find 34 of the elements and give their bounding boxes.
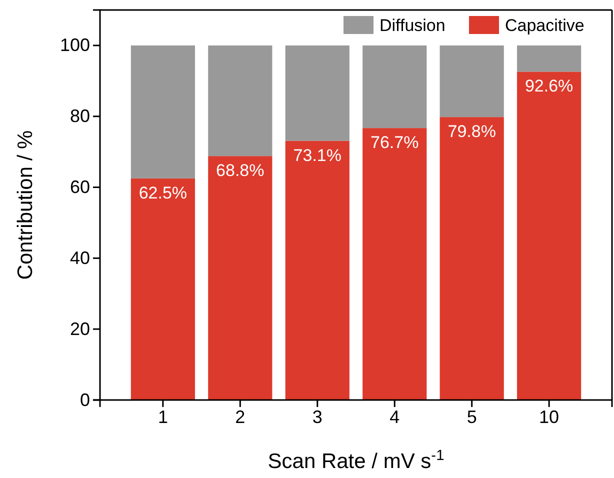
legend-label: Capacitive [505, 16, 584, 35]
bar [130, 45, 195, 178]
y-tick-label: 0 [80, 390, 90, 410]
x-tick-label: 10 [539, 406, 560, 427]
x-tick-label: 5 [466, 406, 477, 427]
y-tick-label: 80 [70, 106, 90, 126]
data-label: 76.7% [370, 133, 419, 152]
y-tick-label: 60 [70, 177, 90, 198]
data-label: 79.8% [448, 122, 496, 142]
y-tick-label: 100 [60, 35, 90, 56]
bar [208, 156, 272, 400]
y-axis-title: Contribution / % [14, 130, 37, 280]
bar [440, 117, 504, 400]
data-label: 62.5% [138, 183, 188, 202]
x-tick-label: 2 [235, 406, 246, 427]
bar [517, 72, 582, 400]
x-axis-title: Scan Rate / mV s$^{-1}$ [268, 448, 444, 473]
bar [285, 45, 350, 141]
bar [130, 178, 195, 400]
bar [285, 140, 350, 400]
x-tick-label: 3 [312, 406, 322, 427]
data-label: 92.6% [524, 76, 574, 96]
bar [208, 45, 272, 156]
data-label: 68.8% [216, 161, 264, 180]
bar [517, 45, 582, 72]
bar [362, 128, 427, 400]
data-label: 73.1% [293, 146, 342, 165]
x-tick-label: 1 [158, 406, 168, 427]
bar [362, 45, 427, 128]
y-tick-label: 20 [70, 318, 90, 339]
x-tick-label: 4 [390, 406, 400, 427]
bar [440, 45, 504, 118]
y-tick-label: 40 [70, 248, 90, 268]
legend-label: Diffusion [380, 16, 446, 35]
